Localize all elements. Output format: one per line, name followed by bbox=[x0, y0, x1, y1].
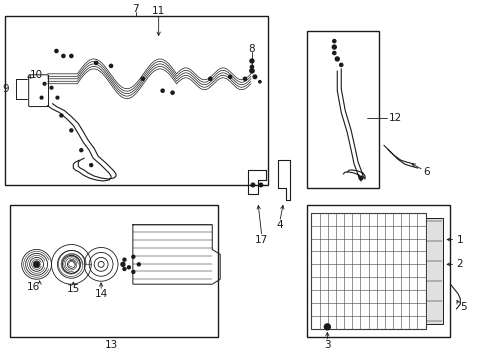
Text: 11: 11 bbox=[152, 6, 165, 16]
Circle shape bbox=[55, 49, 58, 53]
Circle shape bbox=[161, 89, 164, 92]
Text: 15: 15 bbox=[66, 284, 80, 294]
Text: 6: 6 bbox=[423, 167, 429, 177]
Circle shape bbox=[251, 183, 254, 187]
Circle shape bbox=[208, 77, 211, 80]
Bar bbox=[10, 205, 218, 337]
Circle shape bbox=[34, 262, 39, 267]
Bar bbox=[5, 16, 267, 185]
Circle shape bbox=[109, 64, 112, 67]
Circle shape bbox=[249, 68, 254, 73]
Circle shape bbox=[259, 183, 262, 187]
Circle shape bbox=[335, 57, 339, 61]
Circle shape bbox=[137, 263, 140, 266]
Circle shape bbox=[324, 324, 330, 330]
Circle shape bbox=[141, 77, 144, 80]
Circle shape bbox=[332, 51, 335, 55]
Text: 17: 17 bbox=[255, 234, 268, 244]
Circle shape bbox=[60, 114, 63, 117]
Text: 1: 1 bbox=[455, 234, 462, 244]
Circle shape bbox=[132, 255, 135, 258]
Circle shape bbox=[253, 75, 256, 78]
Text: 13: 13 bbox=[104, 340, 118, 350]
Circle shape bbox=[40, 96, 43, 99]
Circle shape bbox=[80, 149, 82, 152]
Bar bbox=[306, 31, 378, 188]
Bar bbox=[311, 213, 425, 329]
Text: 2: 2 bbox=[455, 259, 462, 269]
Circle shape bbox=[171, 91, 174, 94]
Circle shape bbox=[249, 59, 253, 63]
Text: 10: 10 bbox=[30, 70, 43, 80]
Circle shape bbox=[132, 270, 135, 273]
Circle shape bbox=[122, 267, 126, 270]
Circle shape bbox=[339, 63, 342, 67]
Circle shape bbox=[122, 258, 126, 261]
Circle shape bbox=[121, 262, 124, 266]
Circle shape bbox=[127, 266, 130, 269]
Circle shape bbox=[70, 54, 73, 58]
Circle shape bbox=[250, 65, 253, 68]
Text: 5: 5 bbox=[459, 302, 466, 312]
Text: 4: 4 bbox=[276, 220, 283, 230]
Circle shape bbox=[56, 96, 59, 99]
Circle shape bbox=[94, 61, 98, 64]
Circle shape bbox=[243, 77, 246, 80]
Text: 3: 3 bbox=[324, 340, 330, 350]
Text: 12: 12 bbox=[388, 113, 401, 123]
Circle shape bbox=[332, 45, 336, 49]
Circle shape bbox=[359, 176, 362, 180]
Text: 7: 7 bbox=[132, 4, 139, 14]
Circle shape bbox=[61, 54, 65, 58]
Circle shape bbox=[50, 86, 53, 89]
Circle shape bbox=[228, 75, 231, 78]
Text: 8: 8 bbox=[248, 44, 255, 54]
FancyBboxPatch shape bbox=[29, 75, 48, 107]
Text: 9: 9 bbox=[2, 84, 8, 94]
Text: 14: 14 bbox=[94, 289, 107, 299]
Circle shape bbox=[89, 164, 93, 167]
Text: 16: 16 bbox=[27, 282, 40, 292]
Circle shape bbox=[258, 81, 261, 83]
Bar bbox=[306, 205, 449, 337]
Bar bbox=[425, 218, 443, 324]
Circle shape bbox=[332, 40, 335, 43]
Circle shape bbox=[43, 82, 46, 85]
Circle shape bbox=[70, 129, 73, 132]
